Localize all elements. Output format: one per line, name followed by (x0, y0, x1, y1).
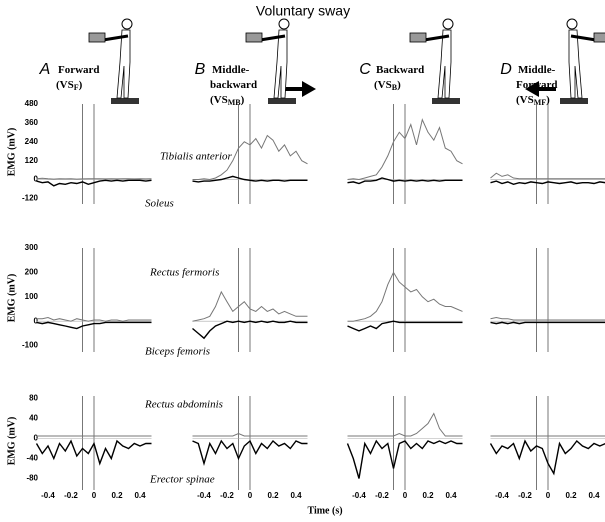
label-part: (VS (374, 79, 392, 91)
subject-icon (560, 19, 605, 104)
y-tick-label: -120 (22, 194, 39, 203)
panel-label: Forward (58, 64, 100, 76)
x-tick-label: 0 (403, 491, 408, 500)
muscle-label: Erector spinae (149, 474, 215, 486)
panel-label: Forward (516, 79, 558, 91)
head (443, 19, 453, 29)
subscript: MB (228, 98, 242, 107)
body (569, 30, 582, 98)
x-tick-label: -0.4 (495, 491, 509, 500)
panel-label: Middle- (518, 64, 556, 76)
y-tick-label: 100 (25, 292, 39, 301)
x-tick-label: -0.4 (197, 491, 211, 500)
x-tick-label: -0.2 (220, 491, 234, 500)
box (410, 33, 426, 42)
figure-title: Voluntary sway (256, 3, 350, 19)
label-part: ) (241, 94, 245, 106)
muscle-label: Rectus fermoris (149, 267, 219, 279)
x-tick-label: 0.2 (565, 491, 577, 500)
panel-letter: D (500, 61, 512, 78)
head (122, 19, 132, 29)
panel-label: Backward (376, 64, 424, 76)
x-tick-label: 0.4 (445, 491, 457, 500)
label-part: Middle- (518, 64, 556, 76)
box (594, 33, 605, 42)
subject-icon (246, 19, 296, 104)
y-tick-label: -80 (26, 474, 38, 483)
y-tick-label: 360 (25, 118, 39, 127)
x-axis-label: Time (s) (307, 505, 342, 516)
label-part: Backward (376, 64, 424, 76)
muscle-label: Tibialis anterior (160, 151, 233, 163)
body (274, 30, 287, 98)
arrow-right (285, 81, 316, 97)
platform (560, 98, 588, 104)
muscle-label: Rectus abdominis (144, 399, 223, 411)
platform (111, 98, 139, 104)
y-axis-label: EMG (mV) (6, 128, 17, 177)
body (117, 30, 130, 98)
x-tick-label: -0.2 (375, 491, 389, 500)
x-tick-label: 0.2 (422, 491, 434, 500)
body (438, 30, 451, 98)
x-tick-label: 0.4 (588, 491, 600, 500)
panel-label: (VSB) (374, 79, 401, 92)
panel-label: backward (210, 79, 257, 91)
platform (432, 98, 460, 104)
y-axis-label: EMG (mV) (6, 417, 17, 466)
muscle-label: Biceps femoris (145, 346, 210, 358)
label-part: (VS (56, 79, 74, 91)
muscle-label: Soleus (145, 198, 174, 210)
y-tick-label: 240 (25, 137, 39, 146)
y-tick-label: 200 (25, 267, 39, 276)
x-tick-label: -0.4 (352, 491, 366, 500)
panel-label: (VSF) (56, 79, 83, 92)
y-tick-label: -100 (22, 341, 39, 350)
y-tick-label: 0 (34, 434, 39, 443)
x-tick-label: -0.2 (64, 491, 78, 500)
y-axis-label: EMG (mV) (6, 274, 17, 323)
x-tick-label: 0.4 (290, 491, 302, 500)
head (279, 19, 289, 29)
y-tick-label: -40 (26, 454, 38, 463)
label-part: Forward (58, 64, 100, 76)
panel-letter: B (195, 61, 206, 78)
label-part: ) (79, 79, 83, 91)
subject-icon (410, 19, 460, 104)
box (246, 33, 262, 42)
x-tick-label: 0 (546, 491, 551, 500)
panel-label: Middle- (212, 64, 250, 76)
label-part: backward (210, 79, 257, 91)
x-tick-label: 0.4 (134, 491, 146, 500)
head (567, 19, 577, 29)
platform (268, 98, 296, 104)
x-tick-label: -0.4 (41, 491, 55, 500)
panel-letter: C (359, 61, 371, 78)
y-tick-label: 80 (29, 394, 38, 403)
y-tick-label: 300 (25, 243, 39, 252)
label-part: (VS (516, 94, 534, 106)
panel-label: (VSMF) (516, 94, 550, 107)
x-tick-label: -0.2 (518, 491, 532, 500)
subscript: MF (534, 98, 547, 107)
subject-icon (89, 19, 139, 104)
label-part: (VS (210, 94, 228, 106)
x-tick-label: 0 (92, 491, 97, 500)
label-part: Middle- (212, 64, 250, 76)
x-tick-label: 0.2 (111, 491, 123, 500)
panel-letter: A (39, 61, 51, 78)
label-part: ) (397, 79, 401, 91)
y-tick-label: 480 (25, 99, 39, 108)
x-tick-label: 0 (248, 491, 253, 500)
y-tick-label: 120 (25, 156, 39, 165)
box (89, 33, 105, 42)
label-part: ) (546, 94, 550, 106)
x-tick-label: 0.2 (267, 491, 279, 500)
emg-trace (37, 178, 152, 179)
panel-label: (VSMB) (210, 94, 245, 107)
y-tick-label: 0 (34, 316, 39, 325)
label-part: Forward (516, 79, 558, 91)
y-tick-label: 40 (29, 414, 38, 423)
